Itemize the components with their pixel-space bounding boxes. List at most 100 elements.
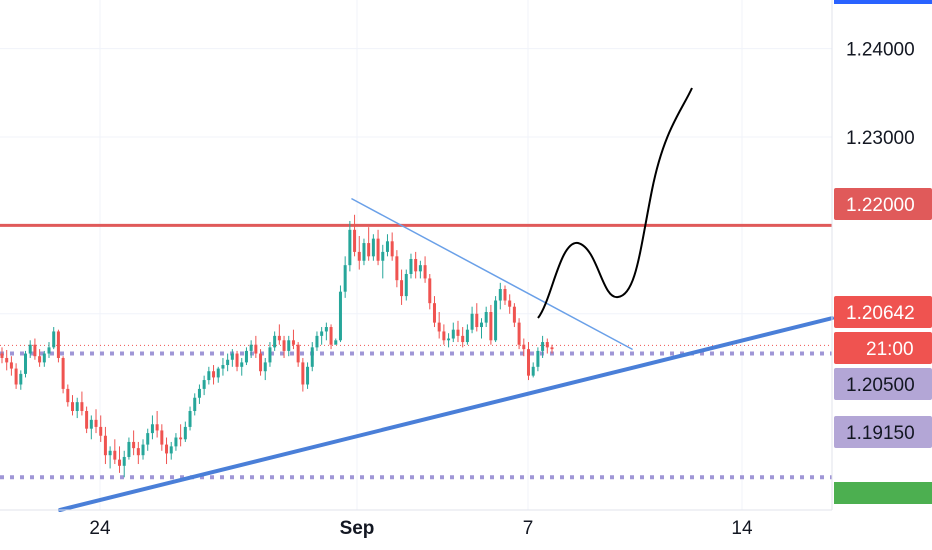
candle-body	[244, 350, 248, 363]
candle-body	[390, 241, 394, 257]
candle-body	[320, 331, 324, 336]
price-badge-bg	[834, 188, 932, 220]
price-badge-bg	[834, 416, 932, 448]
candle-body	[526, 349, 530, 376]
candle-body	[508, 300, 512, 307]
candle-body	[183, 426, 187, 440]
candle-body	[447, 338, 451, 341]
candle-body	[197, 388, 201, 398]
candle-body	[127, 441, 131, 457]
y-tick-label: 1.24000	[846, 40, 915, 61]
candle-body	[479, 322, 483, 328]
candle-body	[273, 335, 277, 348]
candle-body	[89, 419, 93, 429]
candle-body	[9, 362, 13, 369]
candle-body	[47, 347, 51, 354]
resistance-trendline[interactable]	[351, 198, 633, 350]
candle-body	[381, 251, 385, 261]
x-tick-label: 24	[89, 518, 111, 539]
price-badge-label: 1.19150	[846, 423, 915, 444]
price-badge[interactable]: 1.20642	[834, 296, 932, 328]
grid-lines	[0, 0, 832, 510]
axis-top-marker	[834, 0, 932, 4]
x-tick-label: 14	[731, 518, 753, 539]
candlestick-series	[0, 214, 554, 478]
candle-body	[362, 243, 366, 261]
candle-body	[61, 357, 65, 389]
candle-body	[451, 329, 455, 339]
candle-body	[56, 331, 60, 358]
candle-body	[5, 357, 9, 363]
candle-body	[324, 327, 328, 332]
candle-body	[249, 344, 253, 351]
candle-body	[287, 340, 291, 351]
price-badge-bg	[834, 332, 932, 364]
candle-body	[259, 353, 263, 372]
price-badge[interactable]: 1.19150	[834, 416, 932, 448]
candle-body	[301, 362, 305, 385]
candle-body	[94, 419, 98, 427]
candle-body	[165, 444, 169, 454]
candle-body	[122, 456, 126, 466]
candle-body	[437, 322, 441, 332]
candle-body	[216, 368, 220, 378]
price-badge-bg	[834, 368, 932, 400]
candle-body	[179, 437, 183, 440]
candle-body	[503, 289, 507, 301]
candle-body	[71, 402, 75, 412]
candle-body	[108, 450, 112, 456]
price-badge[interactable]: 21:00	[834, 332, 932, 364]
candle-body	[531, 366, 535, 376]
candle-body	[28, 344, 32, 354]
candle-body	[277, 335, 281, 341]
axis-bottom-green-badge	[834, 482, 932, 504]
candle-body	[282, 340, 286, 351]
x-tick-label: 7	[523, 518, 534, 539]
candle-body	[414, 258, 418, 272]
candle-body	[193, 397, 197, 412]
candle-body	[432, 303, 436, 323]
candle-body	[52, 331, 56, 348]
price-axis[interactable]: 1.240001.230001.210001.220001.2064221:00…	[831, 0, 932, 510]
candle-body	[371, 238, 375, 257]
price-badge-label: 1.20642	[846, 303, 915, 324]
candle-body	[456, 329, 460, 336]
candle-body	[169, 446, 173, 454]
candle-body	[113, 450, 117, 460]
price-badge[interactable]: 1.20500	[834, 368, 932, 400]
y-tick-label: 1.23000	[846, 128, 915, 149]
candle-body	[536, 350, 540, 367]
candle-body	[329, 327, 333, 345]
time-axis[interactable]: 24 Sep 7 14	[0, 509, 832, 539]
candle-body	[404, 274, 408, 297]
candle-body	[155, 424, 159, 431]
price-badge-label: 1.22000	[846, 195, 915, 216]
candle-body	[343, 265, 347, 292]
candle-body	[202, 380, 206, 389]
candle-body	[465, 329, 469, 343]
candle-body	[254, 344, 258, 354]
candle-body	[545, 342, 549, 348]
candle-body	[348, 229, 352, 266]
candle-body	[357, 251, 361, 261]
candle-body	[291, 340, 295, 345]
candle-body	[385, 241, 389, 252]
candle-body	[42, 353, 46, 363]
candle-body	[160, 430, 164, 445]
candle-body	[296, 344, 300, 363]
support-trendline[interactable]	[58, 316, 834, 512]
candle-body	[99, 426, 103, 436]
projection-path[interactable]	[537, 87, 693, 319]
candle-body	[19, 373, 23, 385]
price-badge-label: 21:00	[866, 339, 914, 360]
price-badge[interactable]: 1.22000	[834, 188, 932, 220]
candle-body	[517, 322, 521, 345]
candle-body	[400, 280, 404, 297]
candle-body	[423, 265, 427, 279]
candle-body	[263, 362, 267, 372]
candle-body	[315, 335, 319, 348]
candle-body	[334, 340, 338, 345]
candle-body	[226, 359, 230, 366]
candle-body	[188, 411, 192, 427]
